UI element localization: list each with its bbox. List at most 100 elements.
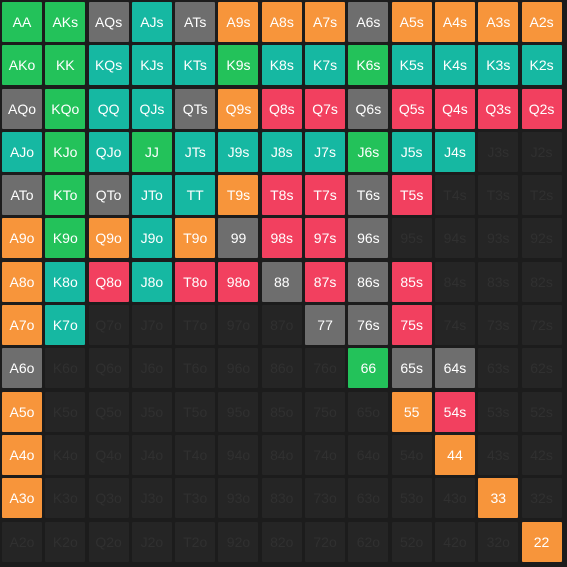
hand-cell[interactable]: K3o <box>45 478 86 519</box>
hand-cell[interactable]: 42o <box>434 521 475 562</box>
hand-cell[interactable]: 75s <box>391 305 432 346</box>
hand-cell[interactable]: T3s <box>478 175 519 216</box>
hand-cell[interactable]: AQo <box>2 88 42 129</box>
hand-cell[interactable]: A9o <box>2 218 42 259</box>
hand-cell[interactable]: J7o <box>131 305 172 346</box>
hand-cell[interactable]: QQ <box>88 88 129 129</box>
hand-cell[interactable]: 32s <box>521 478 562 519</box>
hand-cell[interactable]: T2o <box>175 521 216 562</box>
hand-cell[interactable]: J9s <box>218 131 259 172</box>
hand-cell[interactable]: 54o <box>391 434 432 475</box>
hand-cell[interactable]: 52s <box>521 391 562 432</box>
hand-cell[interactable]: KJo <box>45 131 86 172</box>
hand-cell[interactable]: A5o <box>2 391 42 432</box>
hand-cell[interactable]: A9s <box>218 2 259 42</box>
hand-cell[interactable]: A4o <box>2 434 42 475</box>
hand-cell[interactable]: KTo <box>45 175 86 216</box>
hand-cell[interactable]: Q8s <box>261 88 302 129</box>
hand-cell[interactable]: 96o <box>218 348 259 389</box>
hand-cell[interactable]: A5s <box>391 2 432 42</box>
hand-cell[interactable]: K5s <box>391 45 432 86</box>
hand-cell[interactable]: 82s <box>521 261 562 302</box>
hand-cell[interactable]: K8o <box>45 261 86 302</box>
hand-cell[interactable]: K4s <box>434 45 475 86</box>
hand-cell[interactable]: T8s <box>261 175 302 216</box>
hand-cell[interactable]: 74s <box>434 305 475 346</box>
hand-cell[interactable]: 84o <box>261 434 302 475</box>
hand-cell[interactable]: 53o <box>391 478 432 519</box>
hand-cell[interactable]: 54s <box>434 391 475 432</box>
hand-cell[interactable]: J4o <box>131 434 172 475</box>
hand-cell[interactable]: 55 <box>391 391 432 432</box>
hand-cell[interactable]: Q5s <box>391 88 432 129</box>
hand-cell[interactable]: ATo <box>2 175 42 216</box>
hand-cell[interactable]: J2s <box>521 131 562 172</box>
hand-cell[interactable]: KQs <box>88 45 129 86</box>
hand-cell[interactable]: J6o <box>131 348 172 389</box>
hand-cell[interactable]: KK <box>45 45 86 86</box>
hand-cell[interactable]: 97s <box>305 218 346 259</box>
hand-cell[interactable]: 95o <box>218 391 259 432</box>
hand-cell[interactable]: K7o <box>45 305 86 346</box>
hand-cell[interactable]: T5o <box>175 391 216 432</box>
hand-cell[interactable]: QJs <box>131 88 172 129</box>
hand-cell[interactable]: 87s <box>305 261 346 302</box>
hand-cell[interactable]: 43s <box>478 434 519 475</box>
hand-cell[interactable]: K7s <box>305 45 346 86</box>
hand-cell[interactable]: K9o <box>45 218 86 259</box>
hand-cell[interactable]: Q8o <box>88 261 129 302</box>
hand-cell[interactable]: Q9o <box>88 218 129 259</box>
hand-cell[interactable]: Q5o <box>88 391 129 432</box>
hand-cell[interactable]: T6o <box>175 348 216 389</box>
hand-cell[interactable]: Q6o <box>88 348 129 389</box>
hand-cell[interactable]: K8s <box>261 45 302 86</box>
hand-cell[interactable]: 95s <box>391 218 432 259</box>
hand-cell[interactable]: 44 <box>434 434 475 475</box>
hand-cell[interactable]: T3o <box>175 478 216 519</box>
hand-cell[interactable]: 62o <box>348 521 389 562</box>
hand-cell[interactable]: J9o <box>131 218 172 259</box>
hand-cell[interactable]: T5s <box>391 175 432 216</box>
hand-cell[interactable]: 73s <box>478 305 519 346</box>
hand-cell[interactable]: Q4s <box>434 88 475 129</box>
hand-cell[interactable]: 99 <box>218 218 259 259</box>
hand-cell[interactable]: T4o <box>175 434 216 475</box>
hand-cell[interactable]: A6s <box>348 2 389 42</box>
hand-cell[interactable]: A7o <box>2 305 42 346</box>
hand-cell[interactable]: A4s <box>434 2 475 42</box>
hand-cell[interactable]: A3o <box>2 478 42 519</box>
hand-cell[interactable]: 63o <box>348 478 389 519</box>
hand-cell[interactable]: J6s <box>348 131 389 172</box>
hand-cell[interactable]: K2s <box>521 45 562 86</box>
hand-cell[interactable]: A6o <box>2 348 42 389</box>
hand-cell[interactable]: 98o <box>218 261 259 302</box>
hand-cell[interactable]: Q7o <box>88 305 129 346</box>
hand-cell[interactable]: AKo <box>2 45 42 86</box>
hand-cell[interactable]: J3s <box>478 131 519 172</box>
hand-cell[interactable]: K4o <box>45 434 86 475</box>
hand-cell[interactable]: 72s <box>521 305 562 346</box>
hand-cell[interactable]: K9s <box>218 45 259 86</box>
hand-cell[interactable]: 65o <box>348 391 389 432</box>
hand-cell[interactable]: 83s <box>478 261 519 302</box>
hand-cell[interactable]: Q9s <box>218 88 259 129</box>
hand-cell[interactable]: Q6s <box>348 88 389 129</box>
hand-cell[interactable]: K5o <box>45 391 86 432</box>
hand-cell[interactable]: QTs <box>175 88 216 129</box>
hand-cell[interactable]: T7o <box>175 305 216 346</box>
hand-cell[interactable]: J2o <box>131 521 172 562</box>
hand-cell[interactable]: Q3s <box>478 88 519 129</box>
hand-cell[interactable]: 94o <box>218 434 259 475</box>
hand-cell[interactable]: AQs <box>88 2 129 42</box>
hand-cell[interactable]: T9s <box>218 175 259 216</box>
hand-cell[interactable]: 74o <box>305 434 346 475</box>
hand-cell[interactable]: A2s <box>521 2 562 42</box>
hand-cell[interactable]: Q3o <box>88 478 129 519</box>
hand-cell[interactable]: 77 <box>305 305 346 346</box>
hand-cell[interactable]: KJs <box>131 45 172 86</box>
hand-cell[interactable]: Q2s <box>521 88 562 129</box>
hand-cell[interactable]: 33 <box>478 478 519 519</box>
hand-cell[interactable]: T6s <box>348 175 389 216</box>
hand-cell[interactable]: K3s <box>478 45 519 86</box>
hand-cell[interactable]: 94s <box>434 218 475 259</box>
